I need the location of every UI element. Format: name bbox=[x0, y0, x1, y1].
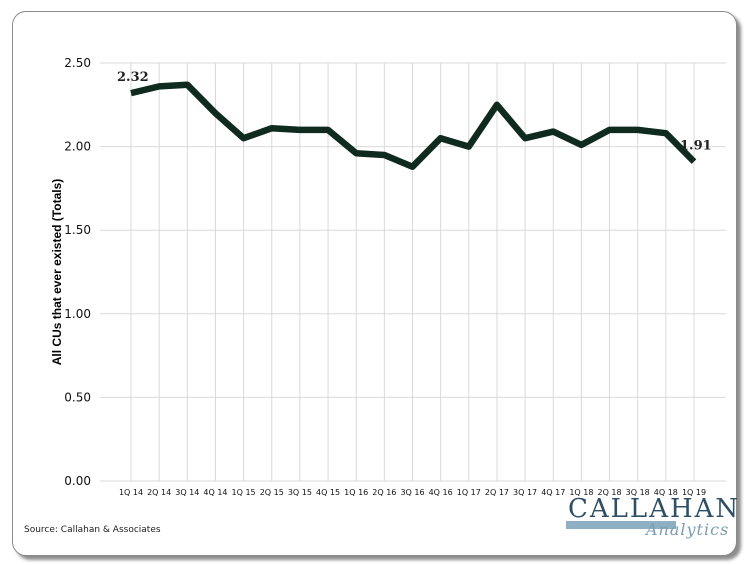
logo-sub-text: Analytics bbox=[646, 520, 730, 539]
callahan-logo: CALLAHAN Analytics bbox=[566, 494, 738, 544]
y-tick-label: 0.50 bbox=[64, 390, 91, 404]
data-label: 2.32 bbox=[117, 70, 149, 85]
x-tick-label: 3Q 16 bbox=[400, 488, 424, 497]
logo-main-text: CALLAHAN bbox=[568, 494, 741, 524]
chart-frame bbox=[12, 11, 737, 556]
x-tick-label: 1Q 14 bbox=[119, 488, 143, 497]
y-tick-label: 2.50 bbox=[64, 56, 91, 70]
x-tick-label: 1Q 17 bbox=[457, 488, 481, 497]
x-tick-label: 3Q 18 bbox=[626, 488, 650, 497]
y-tick-label: 0.00 bbox=[64, 474, 91, 488]
x-tick-label: 3Q 14 bbox=[175, 488, 199, 497]
x-tick-label: 2Q 17 bbox=[485, 488, 509, 497]
x-tick-label: 2Q 16 bbox=[372, 488, 396, 497]
x-tick-label: 2Q 14 bbox=[147, 488, 171, 497]
y-tick-label: 1.50 bbox=[64, 223, 91, 237]
y-tick-label: 2.00 bbox=[64, 140, 91, 154]
x-tick-label: 4Q 18 bbox=[654, 488, 678, 497]
x-tick-label: 1Q 18 bbox=[569, 488, 593, 497]
y-axis-label: All CUs that ever existed (Totals) bbox=[50, 179, 64, 366]
data-label: 1.91 bbox=[680, 139, 712, 154]
x-tick-label: 1Q 15 bbox=[232, 488, 256, 497]
series-line bbox=[130, 81, 697, 170]
x-tick-label: 3Q 15 bbox=[288, 488, 312, 497]
x-tick-label: 4Q 14 bbox=[203, 488, 227, 497]
x-tick-label: 1Q 19 bbox=[682, 488, 706, 497]
x-tick-label: 3Q 17 bbox=[513, 488, 537, 497]
x-tick-label: 4Q 15 bbox=[316, 488, 340, 497]
x-tick-label: 2Q 18 bbox=[597, 488, 621, 497]
x-tick-label: 1Q 16 bbox=[344, 488, 368, 497]
x-tick-label: 2Q 15 bbox=[260, 488, 284, 497]
logo-bar bbox=[566, 521, 676, 529]
x-tick-label: 4Q 16 bbox=[429, 488, 453, 497]
y-tick-label: 1.00 bbox=[64, 307, 91, 321]
source-note: Source: Callahan & Associates bbox=[24, 525, 161, 535]
x-tick-label: 4Q 17 bbox=[541, 488, 565, 497]
